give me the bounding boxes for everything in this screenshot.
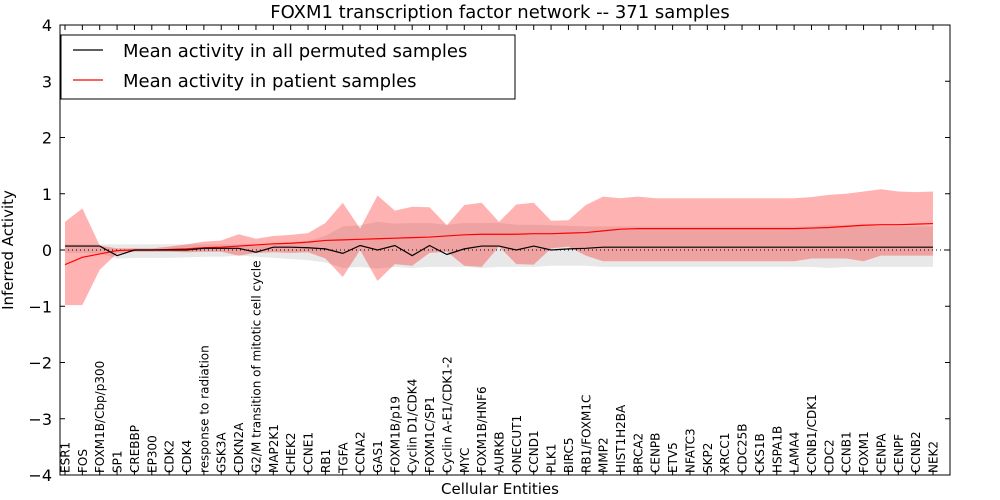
legend-label-patient: Mean activity in patient samples xyxy=(123,71,417,92)
x-tick-label-mmp2: MMP2 xyxy=(597,437,611,473)
chart-title: FOXM1 transcription factor network -- 37… xyxy=(270,2,730,23)
x-tick-label-cyclin-d1-cdk4: Cyclin D1/CDK4 xyxy=(406,379,420,473)
confidence-bands xyxy=(65,189,933,306)
y-tick-label: 3 xyxy=(42,72,52,91)
x-tick-label-foxm1: FOXM1 xyxy=(857,431,871,473)
x-axis-ticks: ESR1 FOS FOXM1B/Cbp/p300 SP1 CREBBP EP300 CDK2… xyxy=(59,25,941,475)
x-tick-label-rb1: RB1 xyxy=(319,449,333,473)
band-mean-activity-in-all-permuted-samples xyxy=(65,221,933,269)
x-tick-label-sp1: SP1 xyxy=(111,451,125,474)
x-tick-label-cenpb: CENPB xyxy=(649,433,663,473)
line-mean-activity-in-all-permuted-samples xyxy=(65,244,933,257)
y-tick-label: −4 xyxy=(28,466,52,485)
x-tick-label-cdkn2a: CDKN2A xyxy=(232,422,246,473)
y-axis-label: Inferred Activity xyxy=(0,190,17,310)
legend-box xyxy=(60,34,516,100)
x-tick-label-foxm1b-p19: FOXM1B/p19 xyxy=(388,396,402,473)
x-tick-label-ccnb1: CCNB1 xyxy=(840,431,854,473)
x-tick-label-xrcc1: XRCC1 xyxy=(718,433,732,473)
x-tick-label-foxm1b-cbp-p300: FOXM1B/Cbp/p300 xyxy=(93,361,107,473)
x-tick-label-fos: FOS xyxy=(76,449,90,473)
x-tick-label-onecut1: ONECUT1 xyxy=(510,415,524,473)
x-tick-label-cks1b: CKS1B xyxy=(753,433,767,473)
y-tick-label: 4 xyxy=(42,16,52,35)
x-tick-label-esr1: ESR1 xyxy=(59,442,73,473)
x-tick-label-cenpa: CENPA xyxy=(874,433,888,473)
x-tick-label-myc: MYC xyxy=(458,448,472,473)
x-tick-label-plk1: PLK1 xyxy=(545,444,559,473)
x-tick-label-lama4: LAMA4 xyxy=(788,432,802,473)
x-tick-label-foxm1b-hnf6: FOXM1B/HNF6 xyxy=(475,386,489,473)
x-tick-label-hspa1b: HSPA1B xyxy=(770,426,784,473)
x-tick-label-chek2: CHEK2 xyxy=(284,433,298,474)
x-tick-label-crebbp: CREBBP xyxy=(128,425,142,473)
x-tick-label-rb1-foxm1c: RB1/FOXM1C xyxy=(579,395,593,473)
x-tick-label-cdc25b: CDC25B xyxy=(736,424,750,474)
x-tick-label-ep300: EP300 xyxy=(145,435,159,473)
legend-label-permuted: Mean activity in all permuted samples xyxy=(123,41,467,62)
y-axis-ticks: −4 −3 −2 −1 0 1 2 3 4 xyxy=(28,16,950,485)
band-mean-activity-in-patient-samples xyxy=(65,189,933,306)
x-tick-label-cdk4: CDK4 xyxy=(180,440,194,473)
y-tick-label: 1 xyxy=(42,185,52,204)
x-tick-label-ccnb2: CCNB2 xyxy=(909,431,923,473)
x-tick-label-aurkb: AURKB xyxy=(493,432,507,473)
x-tick-label-brca2: BRCA2 xyxy=(631,433,645,473)
y-tick-label: −2 xyxy=(28,354,52,373)
x-tick-label-gsk3a: GSK3A xyxy=(215,432,229,473)
y-tick-label: 0 xyxy=(42,241,52,260)
x-tick-label-nek2: NEK2 xyxy=(927,441,941,473)
x-tick-label-cenpf: CENPF xyxy=(892,434,906,473)
y-tick-label: −3 xyxy=(28,410,52,429)
x-tick-label-g2-m-transition-of-mitotic-cell-cycle: G2/M transition of mitotic cell cycle xyxy=(249,260,263,473)
y-tick-label: 2 xyxy=(42,129,52,148)
x-tick-label-map2k1: MAP2K1 xyxy=(267,424,281,473)
x-tick-label-ccnd1: CCND1 xyxy=(527,430,541,473)
x-tick-label-nfatc3: NFATC3 xyxy=(683,428,697,473)
x-tick-label-ccne1: CCNE1 xyxy=(302,432,316,473)
series-lines xyxy=(64,222,934,266)
plot-frame xyxy=(59,24,951,476)
x-tick-label-etv5: ETV5 xyxy=(666,442,680,473)
x-tick-label-ccna2: CCNA2 xyxy=(354,431,368,473)
x-axis-label: Cellular Entities xyxy=(441,480,559,498)
y-tick-label: −1 xyxy=(28,297,52,316)
legend: Mean activity in all permuted samples Me… xyxy=(60,34,516,100)
x-tick-label-hist1h2ba: HIST1H2BA xyxy=(614,404,628,473)
x-tick-label-tgfa: TGFA xyxy=(336,442,350,474)
x-tick-label-response-to-radiation: response to radiation xyxy=(197,345,211,473)
x-tick-label-birc5: BIRC5 xyxy=(562,437,576,473)
x-tick-label-foxm1c-sp1: FOXM1C/SP1 xyxy=(423,396,437,473)
x-tick-label-gas1: GAS1 xyxy=(371,440,385,473)
x-tick-label-cdc2: CDC2 xyxy=(822,439,836,473)
x-tick-label-ccnb1-cdk1: CCNB1/CDK1 xyxy=(805,394,819,473)
x-tick-label-cyclin-a-e1-cdk1-2: Cyclin A-E1/CDK1-2 xyxy=(440,356,454,473)
x-tick-label-skp2: SKP2 xyxy=(701,443,715,473)
x-tick-label-cdk2: CDK2 xyxy=(163,440,177,473)
line-mean-activity-in-patient-samples xyxy=(64,222,934,266)
